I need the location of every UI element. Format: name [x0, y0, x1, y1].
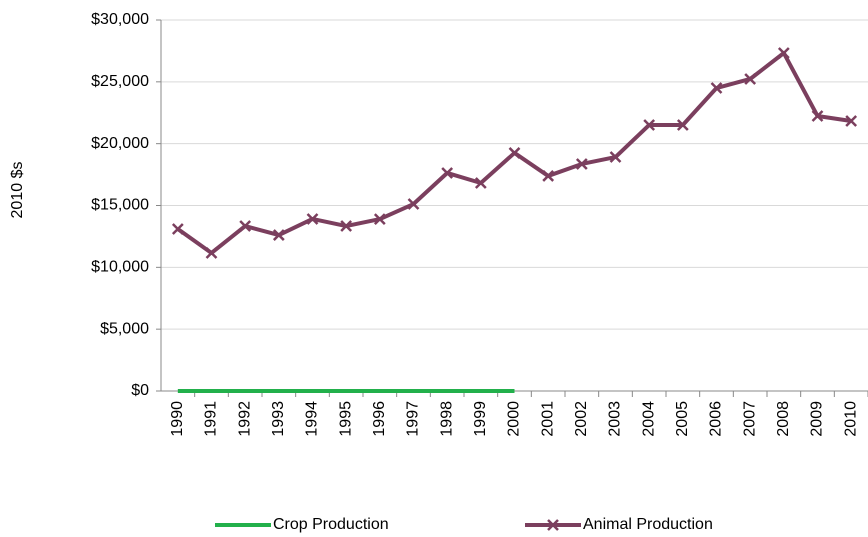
marker: [643, 119, 656, 131]
x-tick-label: 2007: [741, 401, 758, 437]
marker: [272, 229, 285, 241]
y-tick-label: $30,000: [91, 11, 149, 28]
marker: [811, 110, 824, 122]
marker: [306, 213, 319, 225]
marker: [205, 247, 218, 259]
x-tick-label: 2003: [607, 401, 624, 437]
y-tick-label: $10,000: [91, 259, 149, 276]
x-tick-label: 2000: [506, 401, 523, 437]
marker: [777, 47, 790, 59]
x-tick-label: 1999: [472, 401, 489, 437]
x-tick-label: 2009: [809, 401, 826, 437]
marker: [340, 220, 353, 232]
x-tick-label: 1994: [304, 401, 321, 437]
x-tick-label: 1990: [169, 401, 186, 437]
marker: [171, 223, 184, 235]
marker: [508, 147, 521, 159]
marker: [542, 170, 555, 182]
x-tick-label: 1991: [203, 401, 220, 437]
marker: [845, 115, 858, 127]
x-tick-label: 1992: [236, 401, 253, 437]
legend-label: Animal Production: [583, 516, 713, 533]
y-tick-label: $15,000: [91, 197, 149, 214]
x-tick-label: 1998: [438, 401, 455, 437]
x-tick-label: 2001: [539, 401, 556, 437]
x-tick-label: 1993: [270, 401, 287, 437]
y-tick-label: $20,000: [91, 135, 149, 152]
marker: [407, 198, 420, 210]
y-tick-label: $0: [131, 382, 149, 399]
x-tick-label: 2002: [573, 401, 590, 437]
legend-marker: [547, 519, 559, 531]
marker: [744, 73, 757, 85]
marker: [239, 220, 252, 232]
y-tick-label: $5,000: [100, 320, 149, 337]
marker: [676, 119, 689, 131]
legend-label: Crop Production: [273, 516, 389, 533]
x-tick-label: 1996: [371, 401, 388, 437]
x-tick-label: 2008: [775, 401, 792, 437]
x-tick-label: 1995: [337, 401, 354, 437]
x-tick-label: 2010: [842, 401, 859, 437]
x-tick-label: 2005: [674, 401, 691, 437]
marker: [710, 82, 723, 94]
marker: [474, 177, 487, 189]
marker: [575, 158, 588, 170]
y-axis-title: 2010 $s: [9, 162, 26, 219]
marker: [373, 213, 386, 225]
x-tick-label: 1997: [405, 401, 422, 437]
x-tick-label: 2004: [640, 401, 657, 437]
y-tick-label: $25,000: [91, 73, 149, 90]
marker: [609, 151, 622, 163]
marker: [441, 167, 454, 179]
x-tick-label: 2006: [708, 401, 725, 437]
